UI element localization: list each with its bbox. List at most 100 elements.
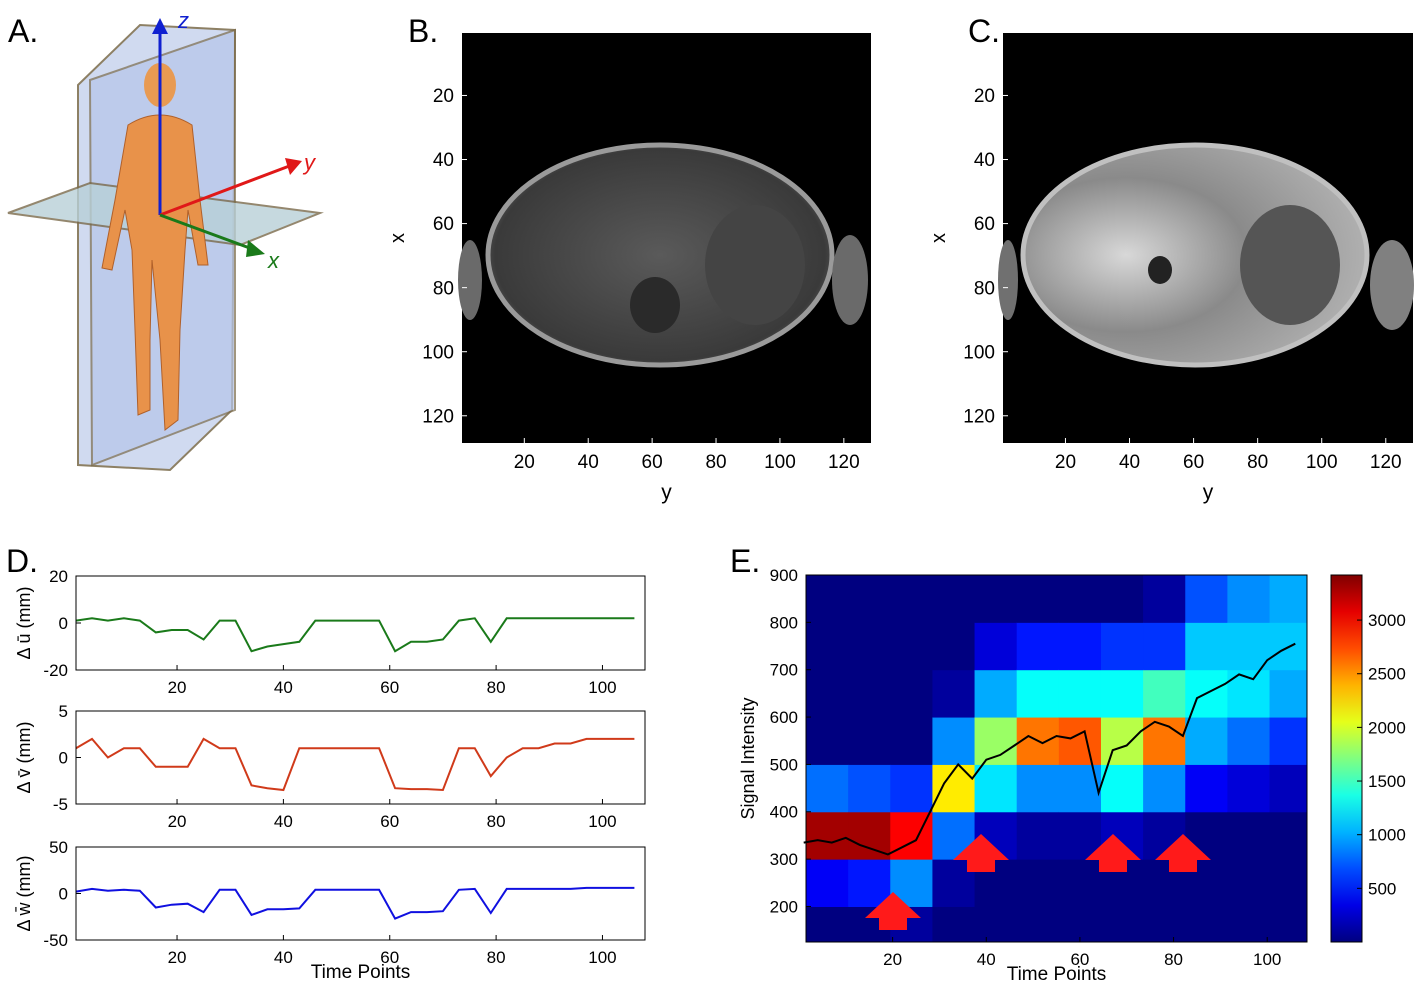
- heatmap-cell: [932, 764, 976, 813]
- heatmap-cell: [974, 717, 1018, 765]
- heatmap-cell: [1100, 717, 1144, 765]
- y-axis-label: Δ w̄ (mm): [14, 855, 34, 931]
- heatmap-cell: [1269, 764, 1308, 813]
- y-axis-label: x: [387, 233, 409, 243]
- x-tick-label: 40: [1119, 452, 1140, 473]
- heatmap-cell: [932, 717, 976, 765]
- axes: [75, 617, 635, 653]
- heatmap-cell: [806, 575, 849, 623]
- y-tick-label: 60: [974, 214, 995, 235]
- heatmap-cell: [1058, 764, 1102, 813]
- x-tick-label: 100: [764, 452, 796, 473]
- heatmap-cell: [1016, 669, 1060, 718]
- heatmap-cell: [932, 906, 976, 943]
- y-tick-label: 600: [770, 708, 798, 727]
- y-tick-label: 20: [974, 86, 995, 107]
- y-tick-label: 700: [770, 661, 798, 680]
- panel-label: C.: [968, 13, 1000, 49]
- heatmap-cell: [806, 717, 849, 765]
- heatmap-cell: [1269, 575, 1308, 623]
- heatmap-cell: [1058, 906, 1102, 943]
- heatmap-cell: [1227, 811, 1271, 860]
- x-tick-label: 100: [588, 678, 616, 697]
- heatmap-cell: [848, 575, 891, 623]
- x-tick-label: 80: [1247, 452, 1268, 473]
- y-tick-label: 40: [433, 150, 454, 171]
- x-tick-label: 80: [487, 812, 506, 831]
- x-tick-label: 100: [1253, 950, 1281, 969]
- y-tick-label: 800: [770, 613, 798, 632]
- x-tick-label: 80: [705, 452, 726, 473]
- heatmap-cell: [1227, 575, 1271, 623]
- panel-label: D.: [6, 543, 38, 579]
- x-tick-label: 20: [168, 812, 187, 831]
- anatomy-illustration: [7, 18, 324, 472]
- x-tick-label: 100: [588, 812, 616, 831]
- x-tick-label: 80: [487, 678, 506, 697]
- heatmap-cell: [1016, 575, 1060, 623]
- heatmap-cell: [806, 764, 849, 813]
- heatmap-cell: [806, 859, 849, 907]
- heatmap-cell: [1016, 811, 1060, 860]
- heatmap-cell: [1185, 575, 1228, 623]
- heatmap-cell: [890, 717, 933, 765]
- heatmap-cell: [1227, 859, 1271, 907]
- heatmap-cell: [974, 575, 1018, 623]
- heatmap-cell: [1100, 575, 1144, 623]
- heatmap-cell: [1016, 764, 1060, 813]
- annotation-arrow: [1155, 834, 1211, 872]
- colorbar-tick-label: 2500: [1368, 665, 1406, 684]
- heatmap-cell: [890, 669, 933, 718]
- mri-image: [998, 33, 1414, 443]
- heatmap-cell: [806, 906, 849, 943]
- y-tick-label: 0: [59, 614, 68, 633]
- x-axis-label: Time Points: [311, 962, 411, 983]
- axis-letter: z: [177, 8, 189, 33]
- heatmap-cell: [1143, 764, 1186, 813]
- data-line: [75, 737, 635, 792]
- heatmap-cell: [932, 622, 976, 671]
- heatmap-cell: [1058, 717, 1102, 765]
- y-tick-label: -5: [53, 795, 68, 814]
- axes: [803, 575, 1308, 943]
- heatmap-cell: [1185, 764, 1228, 813]
- heatmap-cell: [1227, 622, 1271, 671]
- x-axis-label: Time Points: [1007, 964, 1107, 985]
- heatmap-cell: [1143, 669, 1186, 718]
- colorbar: [1330, 574, 1363, 943]
- heatmap-cell: [1227, 764, 1271, 813]
- heatmap-cell: [848, 764, 891, 813]
- axes-frame: [75, 846, 646, 941]
- x-tick-label: 60: [1070, 950, 1089, 969]
- heatmap-cell: [1016, 906, 1060, 943]
- x-tick-label: 60: [642, 452, 663, 473]
- x-tick-label: 100: [588, 948, 616, 967]
- heatmap-cell: [1100, 669, 1144, 718]
- x-tick-label: 60: [380, 812, 399, 831]
- x-tick-label: 80: [1164, 950, 1183, 969]
- axis-letter: y: [302, 150, 317, 175]
- axis-letter: x: [267, 248, 280, 273]
- heatmap-cell: [1100, 622, 1144, 671]
- y-tick-label: 500: [770, 755, 798, 774]
- y-tick-label: 400: [770, 803, 798, 822]
- heatmap-cell: [974, 669, 1018, 718]
- x-tick-label: 40: [274, 812, 293, 831]
- x-tick-label: 20: [168, 948, 187, 967]
- y-tick-label: 0: [59, 884, 68, 903]
- x-tick-label: 100: [1306, 452, 1338, 473]
- axes-frame: [75, 575, 646, 671]
- heatmap-cell: [806, 622, 849, 671]
- y-axis-label: Δ v̄ (mm): [14, 721, 34, 793]
- heatmap-cell: [1269, 859, 1308, 907]
- heatmap-cell: [848, 622, 891, 671]
- heatmap-cell: [1143, 622, 1186, 671]
- y-tick-label: 20: [49, 567, 68, 586]
- heatmap-cell: [1058, 859, 1102, 907]
- y-tick-label: 20: [433, 86, 454, 107]
- mri-image: [458, 33, 871, 443]
- heatmap-cell: [974, 622, 1018, 671]
- colorbar-tick-label: 1500: [1368, 772, 1406, 791]
- heatmap-cell: [848, 669, 891, 718]
- heatmap-cell: [1058, 575, 1102, 623]
